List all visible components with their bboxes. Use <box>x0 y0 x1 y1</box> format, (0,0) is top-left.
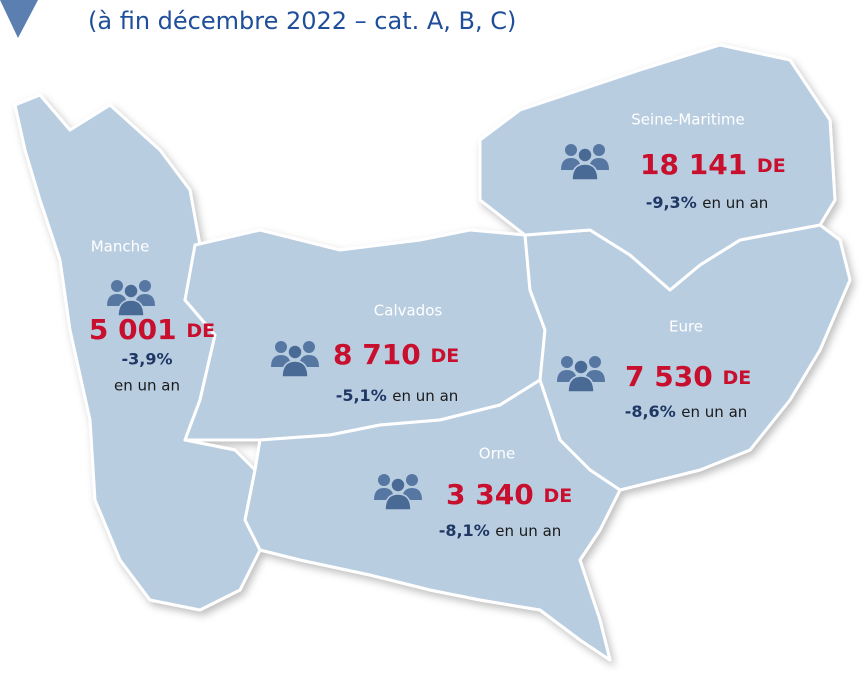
region-name: Seine-Maritime <box>631 111 744 129</box>
region-name: Orne <box>479 445 515 463</box>
change: -5,1% <box>336 386 387 405</box>
suffix: en un an <box>702 194 768 212</box>
change: -8,6% <box>625 402 676 421</box>
value: 8 710 <box>333 338 421 371</box>
region-name: Calvados <box>374 302 443 320</box>
bullet <box>0 0 38 38</box>
region-change: -8,1% en un an <box>439 521 562 540</box>
region-value: 5 001 DE <box>89 313 215 346</box>
region-change: -9,3% en un an <box>646 193 769 212</box>
region-seine-maritime <box>478 43 837 292</box>
suffix: en un an <box>392 387 458 405</box>
region-name: Manche <box>91 238 150 256</box>
region-change: -5,1% en un an <box>336 386 459 405</box>
regions <box>13 43 852 662</box>
unit: DE <box>757 155 786 177</box>
change: -3,9% <box>121 350 172 369</box>
value: 7 530 <box>625 360 713 393</box>
value: 18 141 <box>640 148 747 181</box>
unit: DE <box>430 345 459 367</box>
region-value: 3 340 DE <box>446 478 572 511</box>
unit: DE <box>543 485 572 507</box>
region-value: 8 710 DE <box>333 338 459 371</box>
region-orne <box>243 378 622 662</box>
value: 5 001 <box>89 313 177 346</box>
unit: DE <box>722 367 751 389</box>
region-name: Eure <box>669 318 703 336</box>
value: 3 340 <box>446 478 534 511</box>
region-value: 7 530 DE <box>625 360 751 393</box>
suffix: en un an <box>114 377 180 395</box>
region-value: 18 141 DE <box>640 148 786 181</box>
change: -8,1% <box>439 521 490 540</box>
subtitle: (à fin décembre 2022 – cat. A, B, C) <box>88 7 516 35</box>
region-change: -8,6% en un an <box>625 402 748 421</box>
suffix: en un an <box>681 403 747 421</box>
suffix: en un an <box>495 522 561 540</box>
change: -9,3% <box>646 193 697 212</box>
unit: DE <box>186 320 215 342</box>
